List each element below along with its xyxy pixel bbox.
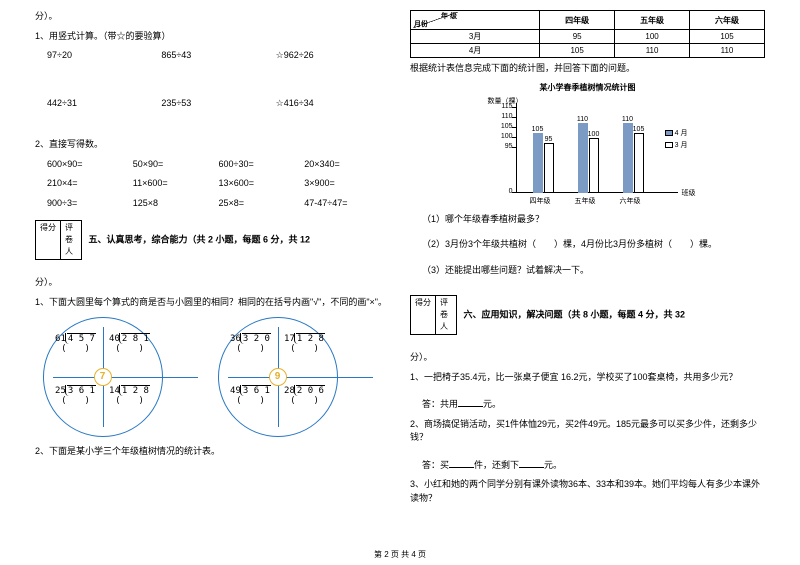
answer-line: 答：买 件，还剩下 元。 [410,459,765,473]
blank[interactable] [519,467,544,468]
ans-label: 件，还剩下 [474,460,519,470]
chart-q2: （2）3月份3个年级共植树（ ）棵，4月份比3月份多植树（ ）棵。 [410,238,765,252]
section-continuation: 分）。 [35,10,390,24]
chart-legend: 4 月3 月 [665,128,688,152]
expr: 600÷30= [219,158,305,172]
expr: 235÷53 [161,97,275,111]
expr: 442÷31 [47,97,161,111]
ans-label: 答：买 [422,460,449,470]
expr: 3×900= [304,177,390,191]
expr: 20×340= [304,158,390,172]
score-defen-label: 得分 [36,221,61,259]
q2-title: 2、直接写得数。 [35,138,390,152]
q5-1-text: 1、下面大圆里每个算式的商是否与小圆里的相同？相同的在括号内画"√"，不同的画"… [35,296,390,310]
chart-q3: （3）还能提出哪些问题？试着解决一下。 [410,264,765,278]
chart-q1: （1）哪个年级春季植树最多？ [410,213,765,227]
calc-row: 442÷31 235÷53 ☆416÷34 [35,97,390,111]
q5-2-text: 2、下面是某小学三个年级植树情况的统计表。 [35,445,390,459]
expr: 900÷3= [47,197,133,211]
ans-unit: 元。 [483,399,501,409]
calc-row: 97÷20 865÷43 ☆962÷26 [35,49,390,63]
q6-2-text: 2、商场搞促销活动，买1件体恤29元，买2件49元。185元最多可以买多少件，还… [410,418,765,445]
expr: 13×600= [219,177,305,191]
expr: 210×4= [47,177,133,191]
expr: ☆416÷34 [276,97,390,111]
circles-figure: 614 5 7( )402 8 1( )253 6 1( )141 2 8( )… [35,317,390,437]
section-continuation: 分）。 [410,351,765,365]
expr: 600×90= [47,158,133,172]
section6-title: 六、应用知识，解决问题（共 8 小题，每题 4 分，共 32 [464,309,686,319]
y-axis [516,103,517,193]
q6-3-text: 3、小红和她的两个同学分别有课外读物36本、33本和39本。她们平均每人有多少本… [410,478,765,505]
table-caption: 根据统计表信息完成下面的统计图，并回答下面的问题。 [410,62,765,76]
mental-math-block: 600×90=50×90=600÷30=20×340= 210×4=11×600=… [35,158,390,211]
expr: 25×8= [219,197,305,211]
expr: 11×600= [133,177,219,191]
expr: 865÷43 [161,49,275,63]
chart-title: 某小学春季植树情况统计图 [410,82,765,93]
expr: 125×8 [133,197,219,211]
q6-1-text: 1、一把椅子35.4元，比一张桌子便宜 16.2元，学校买了100套桌椅，共用多… [410,371,765,385]
answer-line: 答：共用 元。 [410,398,765,412]
blank[interactable] [449,467,474,468]
x-axis-title: 班级 [682,188,696,198]
expr: 47-47÷47= [304,197,390,211]
score-pingjuan-label: 评卷人 [61,221,81,259]
score-pingjuan-label: 评卷人 [436,296,456,334]
blank[interactable] [458,406,483,407]
ans-unit: 元。 [544,460,562,470]
expr: ☆962÷26 [276,49,390,63]
score-defen-label: 得分 [411,296,436,334]
expr: 50×90= [133,158,219,172]
score-box: 得分 评卷人 [410,295,457,335]
expr: 97÷20 [47,49,161,63]
ans-label: 答：共用 [422,399,458,409]
score-box: 得分 评卷人 [35,220,82,260]
page-footer: 第 2 页 共 4 页 [0,549,800,560]
q1-title: 1、用竖式计算。（带☆的要验算） [35,30,390,44]
planting-table: 年 级月份四年级五年级六年级3月951001054月105110110 [410,10,765,58]
section-continuation: 分）。 [35,276,390,290]
bar-chart: 数量（棵） 班级 4 月3 月 11511010510095010595四年级1… [488,98,688,208]
section5-title: 五、认真思考，综合能力（共 2 小题，每题 6 分，共 12 [89,234,311,244]
